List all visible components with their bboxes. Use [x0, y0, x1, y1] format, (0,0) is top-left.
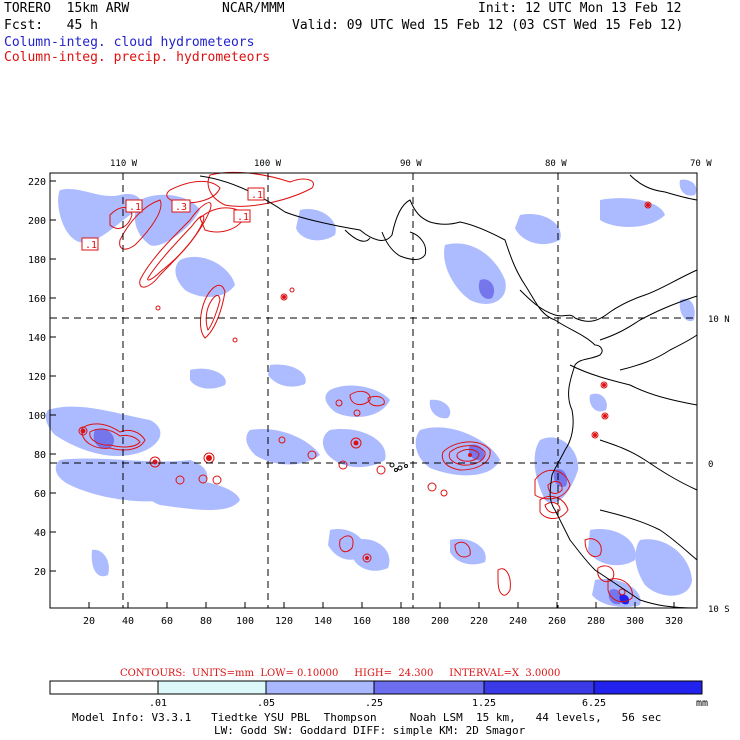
model-info-line1: Model Info: V3.3.1 Tiedtke YSU PBL Thomp…: [72, 711, 661, 724]
x-tick-label: 80: [200, 616, 212, 627]
left-axis-labels: 220 200 180 160 140 120 100 80 60 40 20: [28, 177, 46, 578]
x-tick-label: 200: [431, 616, 449, 627]
lat-label: 10 N: [708, 315, 730, 325]
contour-label: .1: [129, 202, 141, 213]
y-tick-label: 180: [28, 255, 46, 266]
x-tick-label: 140: [314, 616, 332, 627]
forecast-hour: Fcst: 45 h: [4, 18, 98, 33]
axis-ticks: [50, 180, 675, 608]
colorbar-bin: [265, 680, 375, 695]
colorbar-label: .01: [149, 698, 167, 709]
y-tick-label: 80: [34, 450, 46, 461]
y-tick-label: 40: [34, 528, 46, 539]
x-tick-label: 100: [236, 616, 254, 627]
colorbar-bin: [483, 680, 595, 695]
x-tick-label: 120: [275, 616, 293, 627]
lon-label: 110 W: [110, 159, 138, 169]
precip-hydrometeor-cores: [80, 203, 650, 560]
colorbar-label: .05: [257, 698, 275, 709]
x-tick-label: 180: [392, 616, 410, 627]
colorbar-label: 1.25: [472, 698, 496, 709]
map-frame: [49, 172, 698, 609]
model-title: TORERO 15km ARW: [4, 1, 130, 16]
x-tick-label: 300: [626, 616, 644, 627]
contour-label-boxes: .1 .1 .3 .1 .1: [81, 187, 265, 251]
colorbar-labels: .01 .05 .25 1.25 6.25 mm: [149, 698, 708, 709]
field-precip-label: Column-integ. precip. hydrometeors: [4, 50, 271, 65]
y-tick-label: 140: [28, 333, 46, 344]
y-tick-label: 20: [34, 567, 46, 578]
y-tick-label: 120: [28, 372, 46, 383]
contour-label: .1: [85, 240, 97, 251]
y-tick-label: 60: [34, 489, 46, 500]
valid-time: Valid: 09 UTC Wed 15 Feb 12 (03 CST Wed …: [292, 18, 684, 33]
right-axis-labels: 10 N 0 10 S: [708, 315, 730, 615]
colorbar-bin: [373, 680, 485, 695]
y-tick-label: 220: [28, 177, 46, 188]
organization: NCAR/MMM: [222, 1, 285, 16]
colorbar: [49, 680, 703, 695]
top-axis-labels: 110 W 100 W 90 W 80 W 70 W: [110, 159, 712, 169]
x-tick-label: 240: [509, 616, 527, 627]
lat-label: 10 S: [708, 605, 730, 615]
x-tick-label: 280: [587, 616, 605, 627]
x-tick-label: 320: [665, 616, 683, 627]
colorbar-unit: mm: [696, 698, 708, 709]
coastlines: [199, 174, 698, 609]
lon-label: 70 W: [690, 159, 712, 169]
x-tick-label: 20: [83, 616, 95, 627]
init-time: Init: 12 UTC Mon 13 Feb 12: [478, 1, 682, 16]
bottom-axis-labels: 20 40 60 80 100 120 140 160 180 200 220 …: [83, 616, 683, 627]
contour-label: .3: [175, 202, 187, 213]
colorbar-label: 6.25: [582, 698, 606, 709]
lat-label: 0: [708, 460, 713, 470]
y-tick-label: 100: [28, 411, 46, 422]
colorbar-label: .25: [365, 698, 383, 709]
colorbar-bin: [49, 680, 159, 695]
contour-label: .1: [251, 190, 263, 201]
contour-info: CONTOURS: UNITS=mm LOW= 0.10000 HIGH= 24…: [120, 668, 560, 679]
x-tick-label: 220: [470, 616, 488, 627]
colorbar-bin: [157, 680, 267, 695]
x-tick-label: 160: [353, 616, 371, 627]
contour-label: .1: [237, 212, 249, 223]
model-info-line2: LW: Godd SW: Goddard DIFF: simple KM: 2D…: [214, 724, 526, 737]
x-tick-label: 40: [122, 616, 134, 627]
x-tick-label: 60: [161, 616, 173, 627]
y-tick-label: 160: [28, 294, 46, 305]
colorbar-bin: [593, 680, 703, 695]
lon-label: 90 W: [400, 159, 422, 169]
precip-hydrometeor-contours: [78, 171, 652, 603]
lon-label: 100 W: [254, 159, 282, 169]
x-tick-label: 260: [548, 616, 566, 627]
lon-label: 80 W: [545, 159, 567, 169]
field-cloud-label: Column-integ. cloud hydrometeors: [4, 35, 255, 50]
y-tick-label: 200: [28, 216, 46, 227]
islands: [389, 462, 408, 472]
lat-lon-grid: [50, 173, 697, 608]
